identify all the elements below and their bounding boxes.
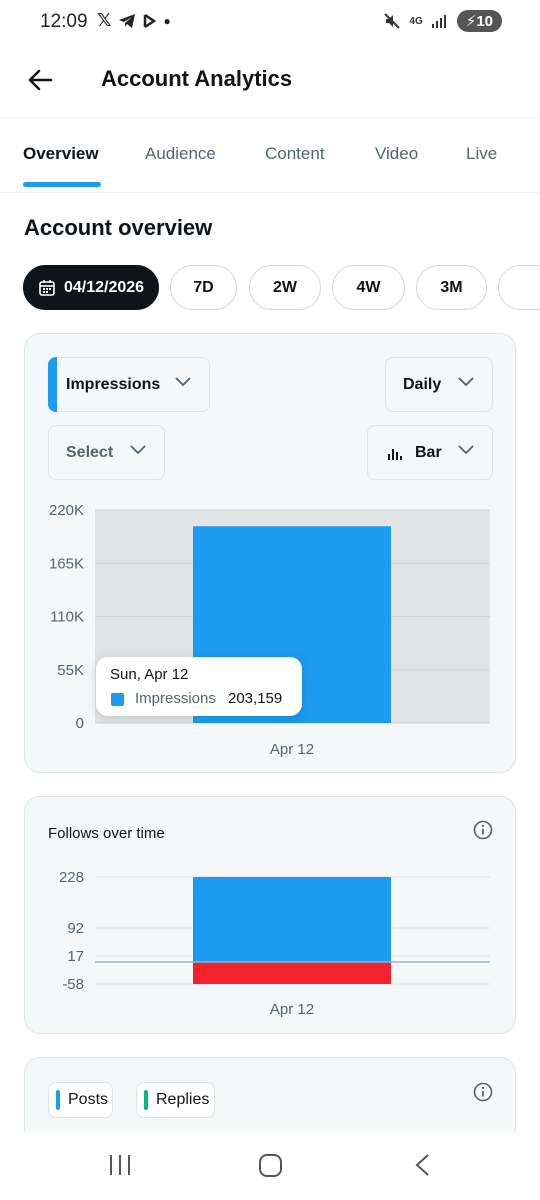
y-tick-label: -58 — [62, 976, 84, 993]
signal-icon — [431, 15, 446, 28]
page-title: Account Analytics — [101, 66, 293, 91]
legend-replies-swatch — [144, 1090, 148, 1110]
arrow-left-icon — [28, 69, 53, 91]
status-bar: 12:09 𝕏 ● 4G ⚡10 — [0, 0, 540, 44]
chart-tooltip: Sun, Apr 12 Impressions 203,159 — [96, 657, 302, 716]
chevron-down-icon — [130, 445, 146, 455]
follows-chart: 228 92 17 -58 Apr 12 — [59, 869, 490, 1018]
range-3m-button[interactable]: 3M — [416, 265, 487, 310]
compare-dropdown[interactable]: Select — [48, 425, 165, 480]
y-tick-label: 220K — [49, 502, 84, 519]
range-7d-button[interactable]: 7D — [170, 265, 237, 310]
tab-audience[interactable]: Audience — [145, 144, 216, 163]
chevron-down-icon — [458, 377, 474, 387]
date-picker-button[interactable]: 04/12/2026 — [23, 265, 159, 310]
status-time: 12:09 — [40, 11, 88, 32]
app-header: Account Analytics — [0, 44, 540, 118]
battery-indicator: ⚡10 — [456, 10, 502, 32]
section-title: Account overview — [24, 215, 213, 240]
system-status: 4G ⚡10 — [383, 10, 502, 32]
tab-content[interactable]: Content — [265, 144, 325, 163]
home-icon[interactable] — [258, 1153, 283, 1178]
tooltip-series: Impressions — [135, 690, 216, 707]
mute-icon — [384, 13, 401, 29]
metric-dropdown[interactable]: Impressions — [48, 357, 210, 412]
chevron-down-icon — [175, 377, 191, 387]
compare-dropdown-label: Select — [66, 443, 114, 461]
dot-icon: ● — [163, 13, 171, 28]
recent-apps-icon[interactable] — [108, 1154, 132, 1176]
metric-color-accent — [48, 357, 57, 412]
legend-replies[interactable]: Replies — [136, 1082, 215, 1118]
interval-dropdown-label: Daily — [403, 375, 442, 393]
tooltip-swatch — [111, 693, 124, 706]
metric-dropdown-label: Impressions — [66, 375, 161, 393]
tab-live[interactable]: Live — [466, 144, 498, 163]
tooltip-date: Sun, Apr 12 — [110, 666, 189, 683]
range-2w-button[interactable]: 2W — [249, 265, 321, 310]
y-tick-label: 228 — [59, 869, 84, 886]
app-icon — [143, 13, 156, 28]
chart-type-label: Bar — [415, 443, 442, 461]
active-tab-indicator — [23, 182, 101, 187]
info-icon[interactable] — [473, 1082, 493, 1102]
unfollows-bar — [193, 962, 391, 984]
y-tick-label: 92 — [67, 920, 84, 937]
tab-overview[interactable]: Overview — [23, 144, 99, 163]
x-tick-label: Apr 12 — [270, 741, 314, 758]
range-more-button[interactable] — [498, 265, 540, 310]
date-range-selector: 04/12/2026 7D 2W 4W 3M — [23, 265, 540, 310]
range-4w-button[interactable]: 4W — [332, 265, 405, 310]
notification-icons: 𝕏 ● — [97, 10, 171, 31]
tooltip-value: 203,159 — [228, 690, 283, 707]
legend-replies-label: Replies — [156, 1091, 210, 1108]
legend-posts[interactable]: Posts — [48, 1082, 113, 1118]
y-tick-label: 55K — [57, 662, 84, 679]
back-icon[interactable] — [414, 1153, 430, 1177]
back-button[interactable] — [22, 62, 58, 98]
x-tick-label: Apr 12 — [270, 1001, 314, 1018]
selected-date: 04/12/2026 — [63, 278, 145, 296]
chevron-down-icon — [458, 445, 474, 455]
y-tick-label: 165K — [49, 555, 84, 572]
battery-level: 10 — [476, 13, 493, 30]
y-tick-label: 0 — [76, 715, 84, 732]
follows-bar — [193, 877, 391, 962]
bar-chart-icon — [388, 448, 402, 460]
chart-type-dropdown[interactable]: Bar — [367, 425, 493, 480]
y-tick-label: 17 — [67, 948, 84, 965]
x-icon: 𝕏 — [97, 10, 112, 30]
interval-dropdown[interactable]: Daily — [385, 357, 493, 412]
tab-video[interactable]: Video — [375, 144, 419, 163]
system-nav-bar — [0, 1132, 540, 1200]
info-icon[interactable] — [473, 820, 493, 840]
impressions-chart: 220K 165K 110K 55K 0 Apr 12 — [49, 502, 490, 758]
y-tick-label: 110K — [50, 609, 84, 626]
legend-posts-label: Posts — [68, 1091, 109, 1108]
legend-posts-swatch — [56, 1090, 60, 1110]
calendar-icon — [39, 279, 55, 296]
follows-card-title: Follows over time — [48, 825, 165, 842]
telegram-icon — [118, 13, 135, 28]
network-label: 4G — [409, 15, 423, 27]
tab-bar: Overview Audience Content Video Live — [0, 118, 540, 193]
